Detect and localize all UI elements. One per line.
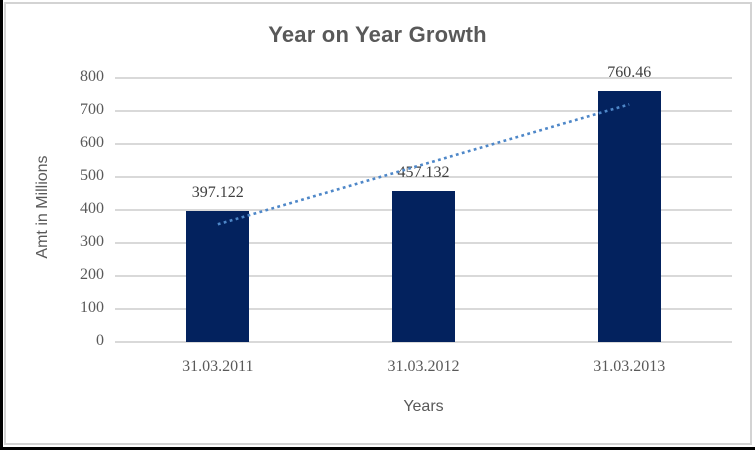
bar xyxy=(186,210,250,342)
x-axis-title: Years xyxy=(403,398,444,415)
chart-title: Year on Year Growth xyxy=(268,22,487,47)
y-axis-tick-label: 300 xyxy=(80,233,104,250)
x-axis-tick-label: 31.03.2011 xyxy=(182,358,254,375)
y-axis-tick-label: 800 xyxy=(80,68,104,85)
y-axis-tick-label: 700 xyxy=(80,101,104,118)
y-axis-tick-label: 100 xyxy=(80,299,104,316)
x-axis-tick-label: 31.03.2012 xyxy=(387,358,460,375)
bar xyxy=(392,191,455,342)
y-axis-tick-label: 500 xyxy=(80,167,104,184)
x-axis-tick-label: 31.03.2013 xyxy=(593,358,666,375)
y-axis-tick-label: 0 xyxy=(96,332,104,349)
gridline xyxy=(115,341,732,343)
y-axis-tick-label: 600 xyxy=(80,134,104,151)
image-bottom-edge xyxy=(0,447,755,450)
chart-border xyxy=(4,2,752,445)
gridline xyxy=(115,77,732,79)
y-axis-tick-label: 200 xyxy=(80,266,104,283)
image-left-edge xyxy=(0,0,3,450)
bar-value-label: 457.132 xyxy=(397,164,450,182)
bar xyxy=(597,91,661,342)
bar-value-label: 397.122 xyxy=(191,183,244,201)
bar-value-label: 760.46 xyxy=(607,64,652,81)
y-axis-tick-label: 400 xyxy=(80,200,104,217)
